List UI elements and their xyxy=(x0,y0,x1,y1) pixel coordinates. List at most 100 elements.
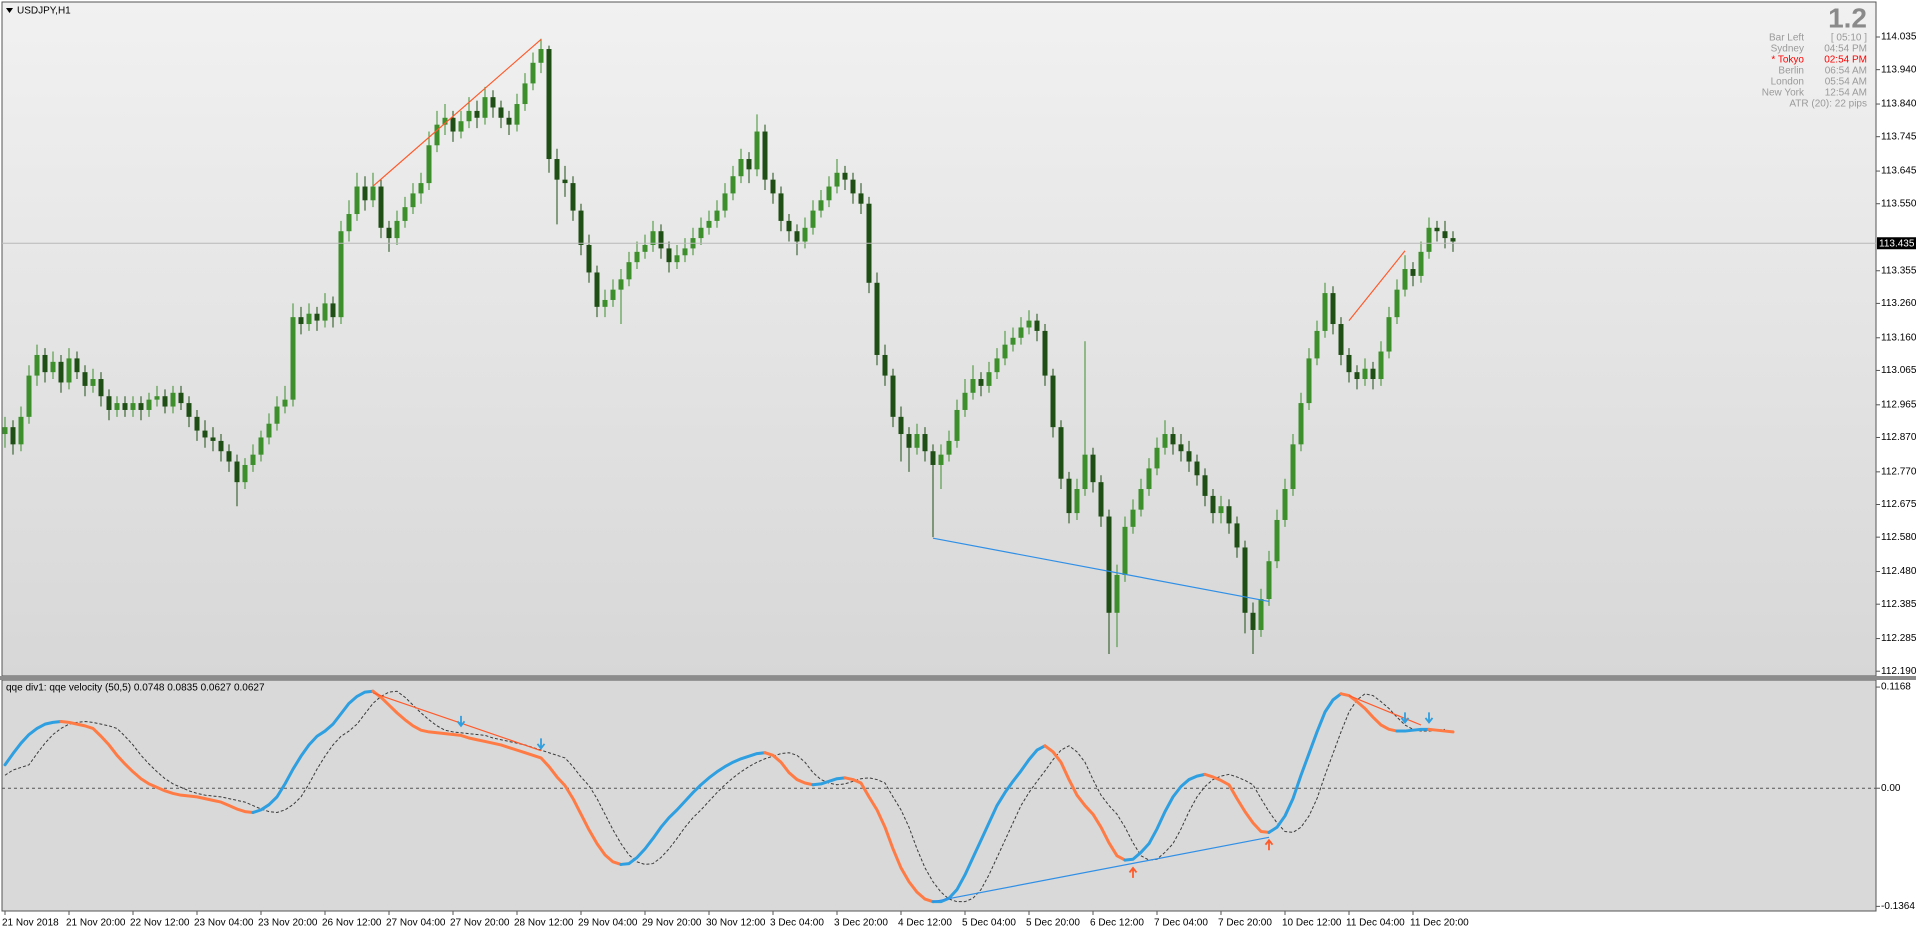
candle-body xyxy=(610,289,616,300)
candle-body xyxy=(1058,427,1064,479)
candle-body xyxy=(226,451,232,462)
candle-body xyxy=(1394,289,1400,318)
candle-body xyxy=(218,440,224,452)
candle-body xyxy=(986,372,992,386)
candle-body xyxy=(810,210,816,228)
candle-body xyxy=(1026,320,1032,328)
candle-body xyxy=(1426,227,1432,252)
candle-body xyxy=(434,124,440,146)
indicator-line xyxy=(1267,692,1343,834)
candle-body xyxy=(1442,231,1448,239)
y-tick-label: 112.580 xyxy=(1881,532,1916,543)
candle-body xyxy=(858,193,864,204)
indicator-line xyxy=(619,751,767,866)
candle-body xyxy=(266,423,272,438)
y-tick-label: 113.840 xyxy=(1881,99,1916,110)
candle-body xyxy=(506,117,512,125)
x-tick-label: 5 Dec 04:00 xyxy=(962,918,1016,929)
y-tick-label: 112.285 xyxy=(1881,633,1916,644)
candle-body xyxy=(1298,403,1304,445)
candle-body xyxy=(794,231,800,242)
candle-body xyxy=(818,200,824,211)
candle-body xyxy=(106,396,112,410)
indicator-line xyxy=(371,689,623,866)
candle-body xyxy=(1034,320,1040,331)
candle-body xyxy=(1242,547,1248,613)
candle-body xyxy=(1330,293,1336,325)
candle-body xyxy=(634,251,640,263)
candle-body xyxy=(930,451,936,465)
candle-body xyxy=(1002,344,1008,359)
candle-body xyxy=(1234,523,1240,548)
candle-body xyxy=(162,396,168,407)
signal-arrow xyxy=(1400,712,1410,724)
candle-body xyxy=(666,248,672,263)
candle-body xyxy=(42,354,48,373)
candle-body xyxy=(1202,475,1208,496)
x-tick-label: 23 Nov 04:00 xyxy=(194,918,254,929)
indicator-line xyxy=(843,776,935,904)
info-value: 02:54 PM xyxy=(1824,55,1867,66)
candle-body xyxy=(850,179,856,194)
candle-body xyxy=(1042,330,1048,376)
candle-body xyxy=(1186,451,1192,462)
candle-body xyxy=(194,416,200,431)
candle-body xyxy=(578,210,584,245)
trend-line xyxy=(372,38,542,187)
candle-body xyxy=(1362,368,1368,380)
candle-body xyxy=(138,403,144,410)
y-tick-label: 0.1168 xyxy=(1881,682,1911,693)
candle-body xyxy=(706,220,712,228)
candle-body xyxy=(626,262,632,280)
info-value: [ 05:10 ] xyxy=(1831,33,1867,44)
chart-title: USDJPY,H1 xyxy=(17,6,71,17)
candle-body xyxy=(1314,330,1320,359)
y-tick-label: 112.770 xyxy=(1881,466,1916,477)
info-atr: ATR (20): 22 pips xyxy=(1789,99,1867,110)
candle-body xyxy=(650,231,656,245)
x-tick-label: 7 Dec 20:00 xyxy=(1218,918,1272,929)
candle-body xyxy=(834,172,840,187)
x-tick-label: 11 Dec 04:00 xyxy=(1346,918,1405,929)
y-tick-label: 113.260 xyxy=(1881,298,1916,309)
candle-body xyxy=(450,117,456,132)
info-label: Berlin xyxy=(1778,66,1804,77)
indicator-line xyxy=(811,776,847,787)
candle-body xyxy=(530,62,536,84)
candle-body xyxy=(90,379,96,386)
candle-body xyxy=(842,172,848,180)
info-value: 04:54 PM xyxy=(1824,44,1867,55)
candle-body xyxy=(1066,478,1072,514)
candle-body xyxy=(242,464,248,483)
y-tick-label: 112.480 xyxy=(1881,566,1916,577)
candle-body xyxy=(1402,269,1408,290)
candle-body xyxy=(1418,251,1424,276)
candle-body xyxy=(258,437,264,455)
y-tick-label: 113.355 xyxy=(1881,265,1916,276)
candle-body xyxy=(98,379,104,397)
x-tick-label: 10 Dec 12:00 xyxy=(1282,918,1342,929)
candle-body xyxy=(394,220,400,239)
candle-body xyxy=(18,416,24,445)
candle-body xyxy=(418,183,424,194)
price-panel xyxy=(1,1,1877,677)
menu-arrow[interactable] xyxy=(6,8,13,13)
candle-body xyxy=(722,193,728,211)
candle-body xyxy=(370,186,376,201)
candle-body xyxy=(1146,468,1152,490)
candle-body xyxy=(1106,516,1112,613)
candle-body xyxy=(658,231,664,249)
candle-body xyxy=(442,117,448,125)
candle-body xyxy=(1434,227,1440,232)
info-value: 12:54 AM xyxy=(1825,88,1867,99)
info-label: Bar Left xyxy=(1769,33,1804,44)
candle-body xyxy=(1194,461,1200,476)
candle-body xyxy=(130,403,136,410)
candle-body xyxy=(466,110,472,122)
info-value: 05:54 AM xyxy=(1825,77,1867,88)
y-tick-label: 114.035 xyxy=(1881,32,1916,43)
candle-body xyxy=(1386,317,1392,352)
candle-body xyxy=(354,186,360,215)
indicator-line xyxy=(251,689,375,814)
